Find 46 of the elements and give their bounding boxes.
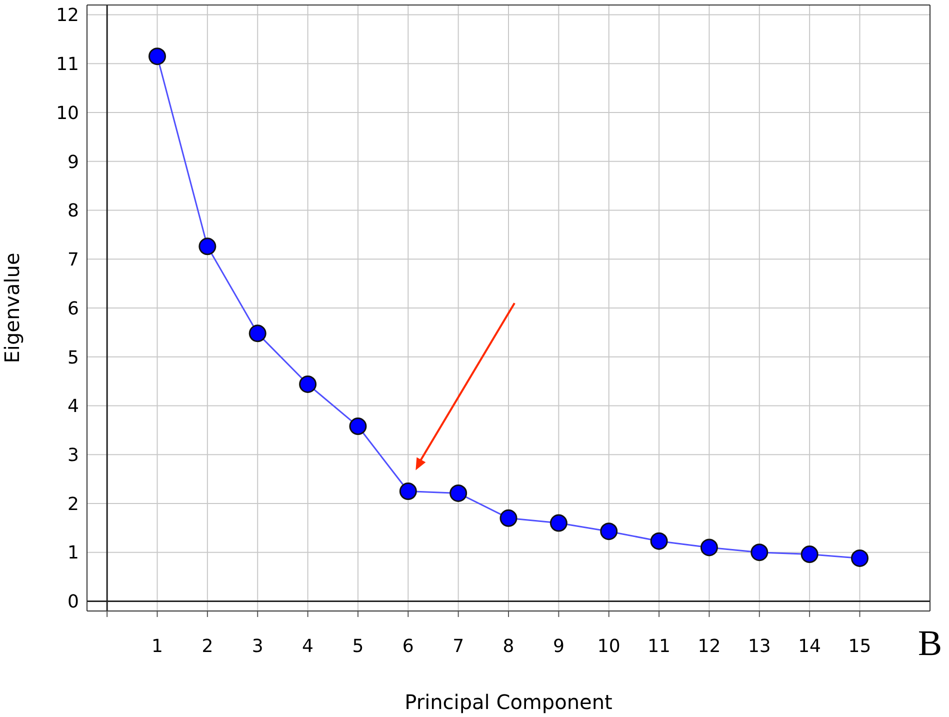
point xyxy=(600,522,618,540)
y-tick-label: 11 xyxy=(56,54,79,76)
point xyxy=(650,532,668,550)
point xyxy=(148,48,166,66)
x-tick-label: 7 xyxy=(452,636,464,657)
x-tick-label: 6 xyxy=(402,636,414,657)
y-tick-label: 8 xyxy=(68,200,79,222)
y-tick-label: 7 xyxy=(68,250,79,271)
x-tick-label: 9 xyxy=(552,636,564,657)
x-tick-label: 10 xyxy=(597,636,620,657)
x-tick-label: 8 xyxy=(502,636,514,657)
x-tick-label: 11 xyxy=(648,636,670,657)
y-tick-label: 4 xyxy=(68,396,79,418)
x-tick-label: 4 xyxy=(302,636,314,657)
point xyxy=(349,418,367,436)
x-tick-label: 15 xyxy=(848,636,872,657)
point xyxy=(851,549,868,567)
point xyxy=(198,238,216,256)
x-tick-label: 2 xyxy=(202,636,214,657)
point xyxy=(750,544,768,562)
y-tick-label: 12 xyxy=(56,5,79,26)
x-tick-label: 5 xyxy=(352,636,364,657)
point xyxy=(800,546,818,564)
point xyxy=(399,482,417,500)
y-tick-label: 6 xyxy=(68,298,79,320)
y-tick-label: 9 xyxy=(68,152,79,173)
point xyxy=(248,324,266,342)
text: B xyxy=(918,622,942,664)
point xyxy=(550,514,568,532)
x-axis-title: Principal Component xyxy=(404,690,612,714)
y-tick-label: 0 xyxy=(68,592,79,613)
y-tick-label: 10 xyxy=(56,102,79,124)
x-tick-label: 12 xyxy=(698,636,721,657)
x-tick-label: 13 xyxy=(748,636,771,657)
x-tick-label: 1 xyxy=(152,636,163,657)
point xyxy=(700,538,718,556)
y-tick-label: 2 xyxy=(68,494,79,515)
point xyxy=(500,509,518,527)
y-tick-label: 5 xyxy=(68,347,79,368)
point xyxy=(299,375,317,393)
y-tick-label: 3 xyxy=(68,445,79,466)
point xyxy=(450,484,468,502)
x-tick-label: 3 xyxy=(252,636,264,657)
y-axis-title: Eigenvalue xyxy=(0,252,24,364)
y-tick-label: 1 xyxy=(68,542,79,564)
x-tick-label: 14 xyxy=(798,636,822,657)
